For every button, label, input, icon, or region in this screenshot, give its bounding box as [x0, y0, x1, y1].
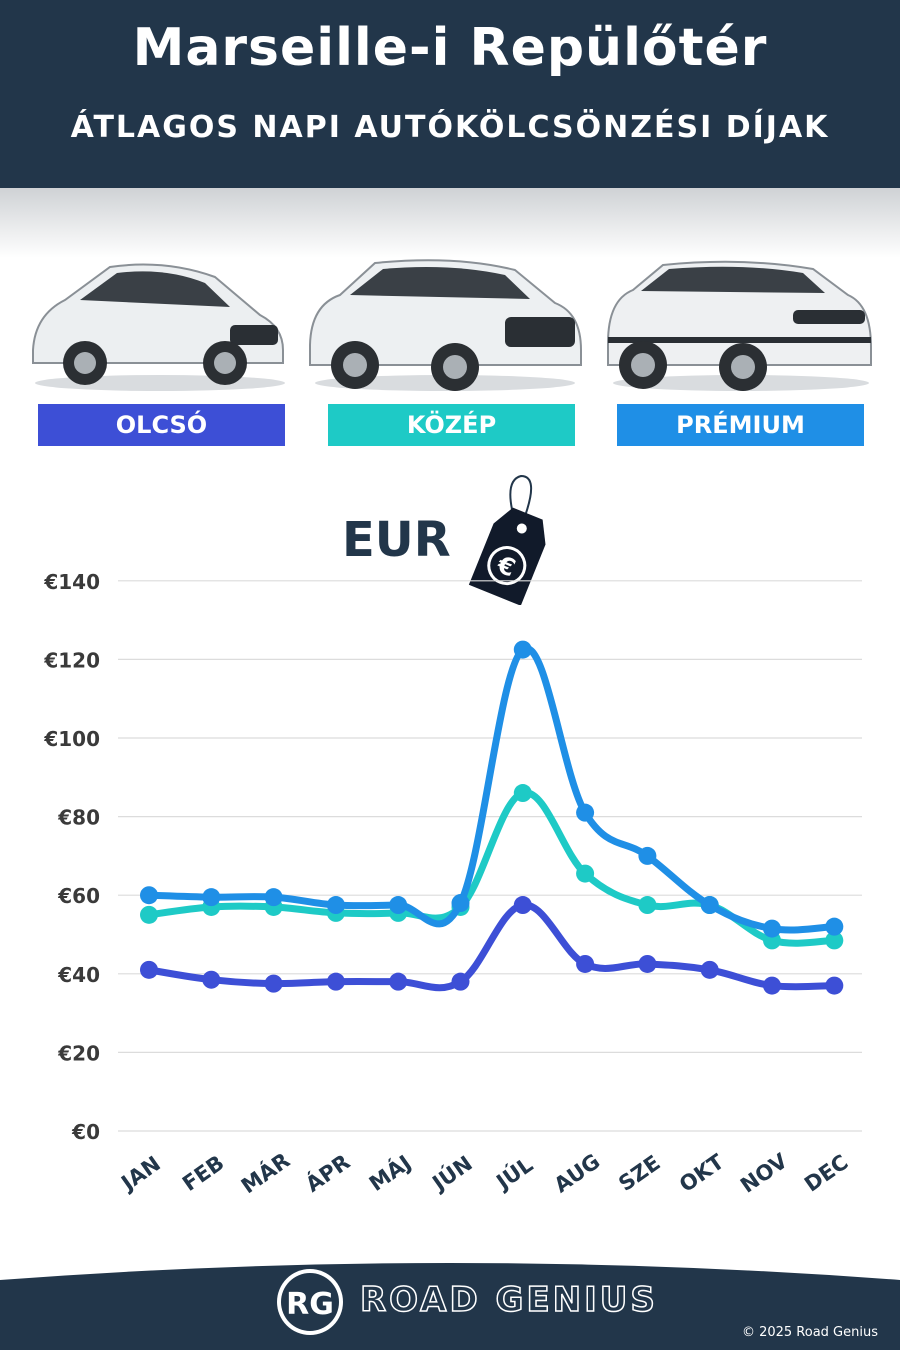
x-tick-label: DEC [800, 1150, 852, 1197]
x-tick-label: JÚN [426, 1150, 477, 1196]
data-point [825, 917, 844, 936]
x-tick-label: ÁPR [301, 1149, 355, 1197]
data-point [638, 954, 657, 973]
data-point [513, 640, 532, 659]
copyright-text: © 2025 Road Genius [741, 1325, 878, 1340]
data-point [700, 960, 719, 979]
currency-label: EUR [342, 512, 451, 568]
data-point [389, 896, 408, 915]
header-banner [0, 0, 900, 188]
data-point [763, 976, 781, 995]
x-tick-label: MÁR [236, 1147, 294, 1198]
footer-banner: RG [0, 1263, 900, 1350]
data-point [264, 974, 283, 993]
y-tick-label: €20 [57, 1041, 100, 1065]
data-point [638, 846, 657, 865]
data-point [140, 905, 158, 924]
data-point [825, 931, 844, 950]
x-tick-label: JAN [115, 1151, 165, 1196]
data-point [825, 976, 844, 995]
y-tick-label: €100 [43, 727, 100, 751]
data-point [451, 894, 470, 913]
data-point [513, 784, 532, 803]
data-point [513, 896, 532, 915]
y-tick-label: €0 [71, 1120, 100, 1144]
rental-price-line-chart: €0 €20 €40 €60 €80 €100 €120 €140 JAN FEB MÁR ÁPR M… [43, 570, 862, 1198]
data-point [763, 919, 781, 938]
data-point [638, 896, 657, 915]
data-point [264, 888, 283, 907]
header-shadow [0, 188, 900, 258]
legend-premium-badge: PRÉMIUM [617, 404, 864, 446]
data-point [576, 864, 595, 883]
y-tick-label: €40 [57, 963, 100, 987]
series-line [145, 789, 838, 947]
data-point [576, 954, 595, 973]
data-point [140, 960, 158, 979]
data-point [576, 803, 595, 822]
road-genius-logo-icon: RG [286, 1287, 334, 1322]
data-point [326, 896, 345, 915]
premium-car-image [607, 260, 872, 391]
page-title: Marseille-i Repülőtér [132, 18, 768, 78]
x-tick-label: MÁJ [364, 1150, 415, 1196]
y-tick-label: €60 [57, 884, 100, 908]
legend-economy-badge: OLCSÓ [38, 404, 285, 446]
data-point [140, 886, 158, 905]
data-point [451, 972, 470, 991]
y-tick-label: €140 [43, 570, 100, 594]
data-point [326, 972, 345, 991]
brand-name: ROAD GENIUS [359, 1279, 658, 1321]
x-tick-label: FEB [178, 1151, 228, 1196]
data-point [700, 896, 719, 915]
x-tick-label: AUG [550, 1149, 605, 1197]
y-tick-label: €120 [43, 648, 100, 672]
data-point [202, 970, 221, 989]
y-tick-label: €80 [57, 806, 100, 830]
x-tick-label: SZE [614, 1151, 664, 1196]
legend-midsize-badge: KÖZÉP [328, 404, 575, 446]
page-subtitle: ÁTLAGOS NAPI AUTÓKÖLCSÖNZÉSI DÍJAK [70, 110, 830, 145]
x-tick-label: JÚL [490, 1152, 537, 1196]
series-line [145, 644, 838, 934]
data-point [389, 972, 408, 991]
economy-car-image [32, 263, 285, 391]
x-tick-label: NOV [736, 1148, 792, 1197]
midsize-car-image [309, 259, 582, 391]
data-point [202, 888, 221, 907]
x-tick-label: OKT [675, 1149, 729, 1197]
